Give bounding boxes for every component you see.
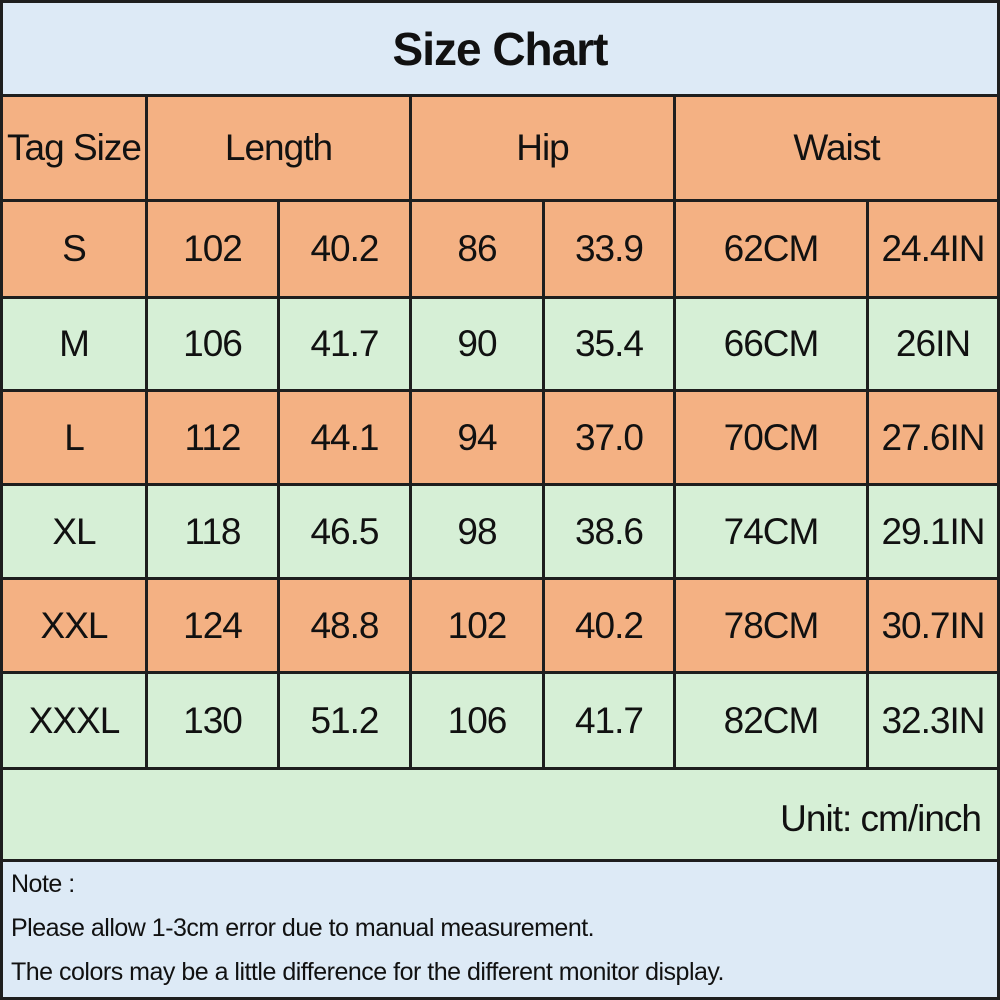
title: Size Chart <box>3 3 997 94</box>
table-cell: L <box>3 392 145 483</box>
table-cell: 102 <box>148 202 277 296</box>
note-line: The colors may be a little difference fo… <box>11 958 725 986</box>
table-cell: 41.7 <box>545 674 673 767</box>
table-cell: 106 <box>148 299 277 389</box>
table-cell: 26IN <box>869 299 997 389</box>
table-cell: 74CM <box>676 486 866 577</box>
table-cell: M <box>3 299 145 389</box>
table-cell: 41.7 <box>280 299 409 389</box>
note-line: Please allow 1-3cm error due to manual m… <box>11 914 595 942</box>
table-cell: 24.4IN <box>869 202 997 296</box>
column-header: Length <box>148 97 409 199</box>
table-cell: XXXL <box>3 674 145 767</box>
table-cell: 30.7IN <box>869 580 997 671</box>
note-line: Note : <box>11 870 75 898</box>
column-header: Tag Size <box>3 97 145 199</box>
table-cell: 66CM <box>676 299 866 389</box>
table-cell: 106 <box>412 674 542 767</box>
table-cell: 130 <box>148 674 277 767</box>
table-cell: 35.4 <box>545 299 673 389</box>
table-cell: 82CM <box>676 674 866 767</box>
table-cell: 124 <box>148 580 277 671</box>
table-cell: XL <box>3 486 145 577</box>
column-header: Hip <box>412 97 673 199</box>
note: Note : Please allow 1-3cm error due to ma… <box>3 862 997 997</box>
table-cell: 90 <box>412 299 542 389</box>
table-cell: 40.2 <box>545 580 673 671</box>
table-cell: 44.1 <box>280 392 409 483</box>
table-cell: 51.2 <box>280 674 409 767</box>
table-cell: 46.5 <box>280 486 409 577</box>
table-cell: 32.3IN <box>869 674 997 767</box>
table-cell: 118 <box>148 486 277 577</box>
table-cell: 38.6 <box>545 486 673 577</box>
table-cell: 70CM <box>676 392 866 483</box>
table-cell: 112 <box>148 392 277 483</box>
table-cell: 78CM <box>676 580 866 671</box>
table-cell: XXL <box>3 580 145 671</box>
table-cell: 102 <box>412 580 542 671</box>
table-cell: 98 <box>412 486 542 577</box>
unit-label: Unit: cm/inch <box>3 770 997 859</box>
table-cell: 40.2 <box>280 202 409 296</box>
column-header: Waist <box>676 97 997 199</box>
table-cell: 94 <box>412 392 542 483</box>
table-cell: S <box>3 202 145 296</box>
table-cell: 37.0 <box>545 392 673 483</box>
table-cell: 62CM <box>676 202 866 296</box>
table-cell: 33.9 <box>545 202 673 296</box>
table-cell: 29.1IN <box>869 486 997 577</box>
table-cell: 86 <box>412 202 542 296</box>
table-cell: 27.6IN <box>869 392 997 483</box>
table-cell: 48.8 <box>280 580 409 671</box>
